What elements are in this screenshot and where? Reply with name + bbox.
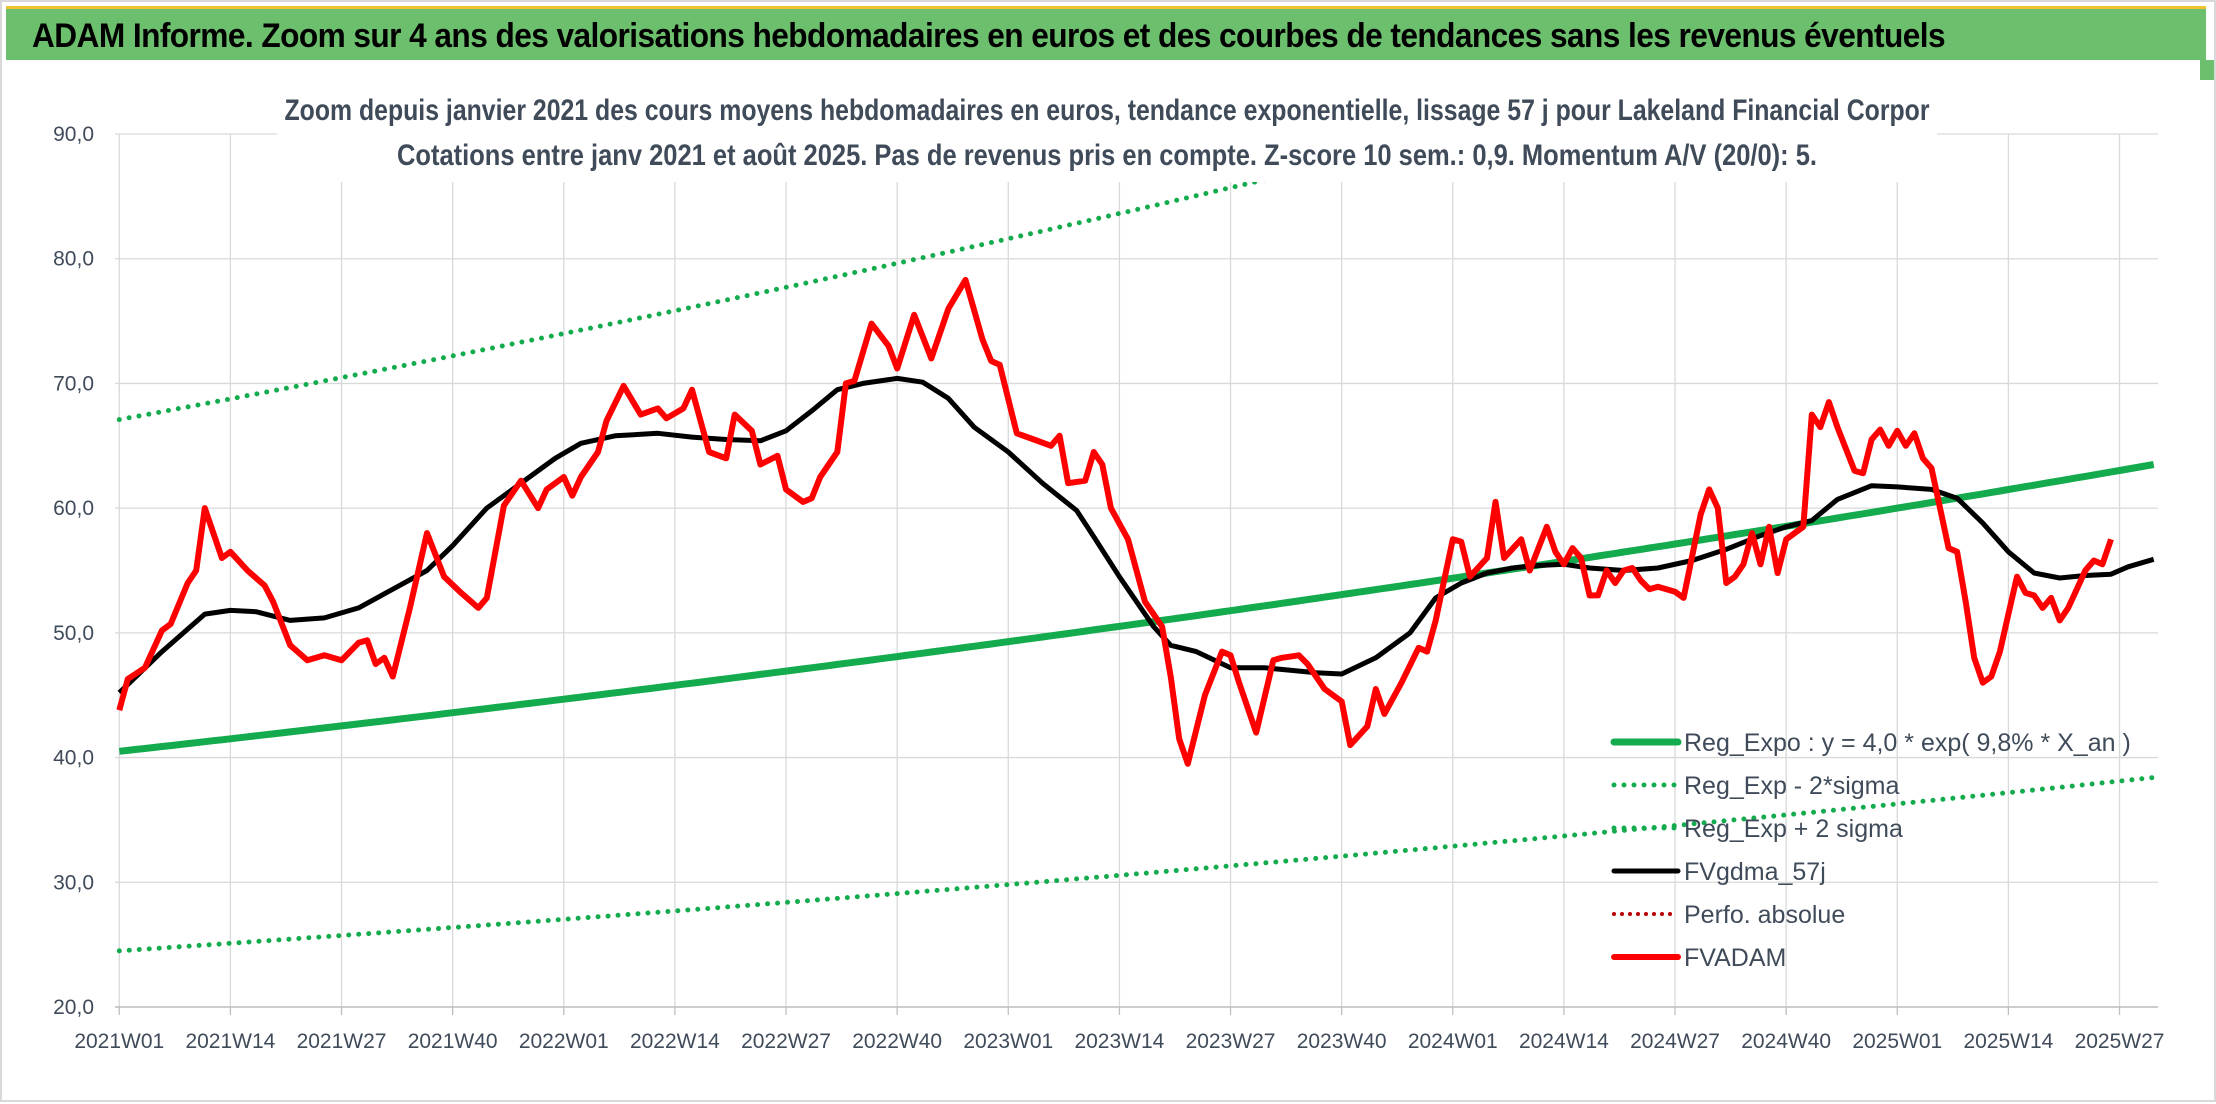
- series-line-reg-exp-minus-2sigma: [116, 775, 2157, 954]
- x-tick-label: 2022W40: [852, 1030, 942, 1053]
- x-tick-label: 2021W01: [74, 1030, 164, 1053]
- x-tick-label: 2025W01: [1852, 1030, 1942, 1053]
- y-tick-label: 60,0: [53, 497, 94, 520]
- x-tick-label: 2021W40: [408, 1030, 498, 1053]
- x-tick-label: 2025W27: [2075, 1030, 2165, 1053]
- legend-entry-fvadam: FVADAM: [1611, 944, 1786, 972]
- legend-entry-reg-exp-plus-2sigma: Reg_Exp + 2 sigma: [1611, 815, 1903, 843]
- y-tick-label: 50,0: [53, 622, 94, 645]
- legend-label: Reg_Exp - 2*sigma: [1684, 772, 1899, 800]
- y-tick-label: 90,0: [53, 123, 94, 146]
- x-tick-label: 2023W01: [963, 1030, 1053, 1053]
- chart-gridlines: [115, 133, 2158, 1015]
- legend-label: FVgdma_57j: [1684, 858, 1826, 886]
- x-tick-label: 2023W14: [1074, 1030, 1164, 1053]
- y-tick-label: 80,0: [53, 248, 94, 271]
- series-lines: [116, 131, 2157, 954]
- series-line-reg-expo: [118, 461, 2155, 755]
- chart-title: Zoom depuis janvier 2021 des cours moyen…: [285, 94, 1930, 127]
- x-tick-label: 2024W40: [1741, 1030, 1831, 1053]
- legend-label: Perfo. absolue: [1684, 901, 1845, 929]
- legend-entry-reg-expo: Reg_Expo : y = 4,0 * exp( 9,8% * X_an ): [1610, 729, 2131, 757]
- banner-corner: [2200, 60, 2214, 80]
- x-axis-ticks: 2021W01 2021W14 2021W27 2021W40 2022W01 2022W…: [74, 1030, 2164, 1053]
- y-tick-label: 30,0: [53, 871, 94, 894]
- series-line-fvadam: [116, 276, 2114, 767]
- x-tick-label: 2021W14: [185, 1030, 275, 1053]
- report-banner: ADAM Informe. Zoom sur 4 ans des valoris…: [6, 6, 2206, 60]
- x-tick-label: 2023W27: [1186, 1030, 1276, 1053]
- subtitle-background: [277, 90, 1937, 182]
- y-tick-label: 20,0: [53, 996, 94, 1019]
- y-tick-label: 40,0: [53, 747, 94, 770]
- series-line-fvgdma-57j: [117, 375, 2155, 695]
- x-tick-label: 2024W27: [1630, 1030, 1720, 1053]
- legend-label: Reg_Expo : y = 4,0 * exp( 9,8% * X_an ): [1684, 729, 2131, 757]
- legend: Reg_Expo : y = 4,0 * exp( 9,8% * X_an ) R…: [1610, 729, 2131, 972]
- chart-subtitle: Cotations entre janv 2021 et août 2025. …: [397, 139, 1817, 172]
- x-tick-label: 2022W01: [519, 1030, 609, 1053]
- legend-entry-fvgdma-57j: FVgdma_57j: [1611, 858, 1826, 886]
- legend-entry-perfo-absolue: Perfo. absolue: [1612, 901, 1845, 929]
- x-tick-label: 2024W01: [1408, 1030, 1498, 1053]
- report-title: ADAM Informe. Zoom sur 4 ans des valoris…: [32, 17, 1946, 55]
- x-tick-label: 2024W14: [1519, 1030, 1609, 1053]
- x-tick-label: 2021W27: [297, 1030, 387, 1053]
- y-tick-label: 70,0: [53, 372, 94, 395]
- legend-entry-reg-exp-minus-2sigma: Reg_Exp - 2*sigma: [1611, 772, 1899, 800]
- x-tick-label: 2025W14: [1963, 1030, 2053, 1053]
- y-axis-ticks: 20,0 30,0 40,0 50,0 60,0 70,0 80,0 90,0: [53, 123, 94, 1019]
- x-tick-label: 2023W40: [1297, 1030, 1387, 1053]
- legend-label: Reg_Exp + 2 sigma: [1684, 815, 1903, 843]
- x-tick-label: 2022W14: [630, 1030, 720, 1053]
- series-line-reg-exp-plus-2sigma: [116, 131, 1456, 423]
- legend-label: FVADAM: [1684, 944, 1786, 972]
- x-tick-label: 2022W27: [741, 1030, 831, 1053]
